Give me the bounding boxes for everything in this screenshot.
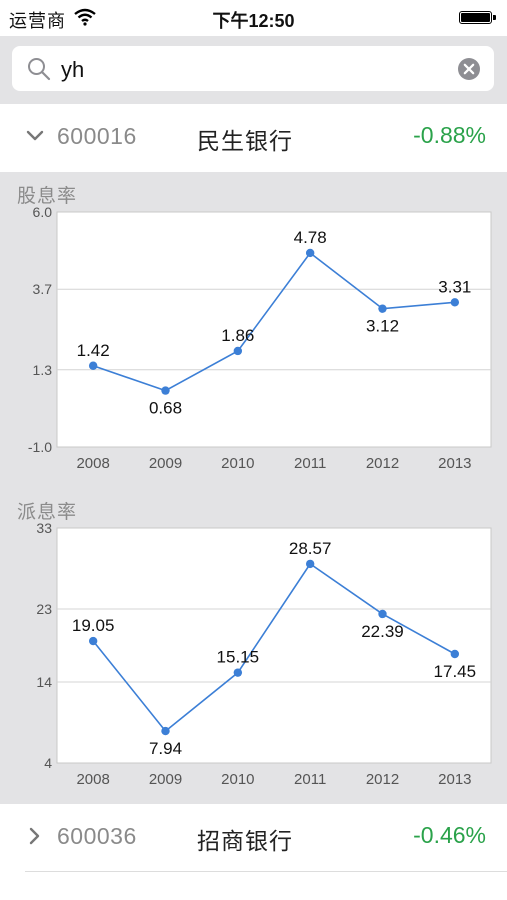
search-query[interactable]: yh [61, 57, 85, 82]
y-tick-label: 4 [44, 755, 52, 771]
payout-ratio-chart: 4 14 23 33 2008 2009 2010 2011 2012 2013 19.05 7.94… [36, 520, 492, 788]
data-point [450, 649, 460, 659]
data-point [450, 298, 460, 307]
x-tick-label: 2013 [438, 771, 471, 788]
x-tick-label: 2012 [366, 771, 399, 788]
chevron-down-icon[interactable] [25, 126, 45, 146]
data-point [378, 304, 387, 313]
status-time: 下午12:50 [212, 11, 295, 31]
data-label: 1.86 [221, 326, 254, 345]
x-tick-label: 2008 [76, 455, 109, 472]
battery-icon [459, 11, 497, 27]
data-point [233, 346, 243, 356]
x-tick-label: 2013 [438, 455, 471, 472]
y-tick-label: 33 [36, 520, 52, 536]
data-label: 1.42 [77, 341, 110, 360]
stock-name: 民生银行 [197, 128, 293, 154]
data-label: 3.12 [366, 317, 399, 336]
stock-row-600016[interactable]: 600016 民生银行 -0.88% [0, 104, 507, 172]
status-bar: 运营商 下午12:50 [0, 0, 507, 36]
data-point [378, 609, 387, 619]
data-label: 15.15 [217, 648, 260, 667]
plot-area [56, 527, 492, 764]
stock-change: -0.88% [413, 122, 486, 148]
row-divider [25, 871, 507, 872]
y-tick-label: 1.3 [33, 362, 53, 378]
data-point [305, 248, 315, 258]
data-label: 7.94 [149, 739, 182, 758]
x-tick-label: 2012 [366, 455, 399, 472]
data-point [88, 361, 98, 370]
y-tick-label: 23 [36, 601, 52, 617]
data-point [161, 726, 170, 736]
chevron-right-icon[interactable] [25, 826, 45, 846]
data-label: 22.39 [361, 622, 404, 641]
series-line [92, 251, 455, 392]
data-label: 17.45 [434, 662, 477, 681]
search-icon [28, 58, 51, 81]
x-tick-label: 2008 [76, 771, 109, 788]
data-label: 19.05 [72, 616, 115, 635]
data-label: 3.31 [438, 277, 471, 296]
clear-search-icon[interactable] [457, 57, 481, 81]
x-tick-label: 2010 [221, 455, 254, 472]
y-tick-label: 3.7 [33, 281, 53, 297]
data-point [305, 559, 315, 569]
stock-code: 600036 [57, 823, 137, 849]
data-label: 28.57 [289, 539, 332, 558]
data-point [161, 386, 170, 395]
search-input[interactable]: yh [12, 46, 494, 91]
stock-change: -0.46% [413, 822, 486, 848]
y-tick-label: -1.0 [28, 439, 52, 455]
x-tick-label: 2011 [294, 771, 326, 788]
y-tick-label: 14 [36, 674, 52, 690]
x-tick-label: 2011 [294, 455, 326, 472]
stock-code: 600016 [57, 123, 137, 149]
data-label: 4.78 [294, 228, 327, 247]
dividend-yield-chart: -1.0 1.3 3.7 6.0 2008 2009 2010 2011 2012 2013 1.4… [28, 204, 492, 472]
chart-title-payout-ratio: 派息率 [17, 502, 78, 523]
carrier-label: 运营商 [9, 11, 66, 31]
series-line [92, 562, 456, 733]
chart-title-dividend-yield: 股息率 [17, 186, 78, 207]
stock-name: 招商银行 [197, 828, 293, 854]
y-tick-label: 6.0 [33, 204, 53, 220]
x-tick-label: 2009 [149, 771, 182, 788]
x-tick-label: 2009 [149, 455, 182, 472]
plot-area [56, 211, 492, 448]
x-tick-label: 2010 [221, 771, 254, 788]
search-bar: yh [0, 36, 507, 104]
stock-row-600036[interactable]: 600036 招商银行 -0.46% [0, 804, 507, 872]
charts-panel: 股息率 -1.0 1.3 3.7 6.0 2008 2009 2010 2011 2012 201… [0, 172, 507, 804]
data-point [88, 636, 98, 646]
wifi-icon [74, 8, 96, 26]
data-point [233, 668, 243, 677]
data-label: 0.68 [149, 399, 182, 418]
